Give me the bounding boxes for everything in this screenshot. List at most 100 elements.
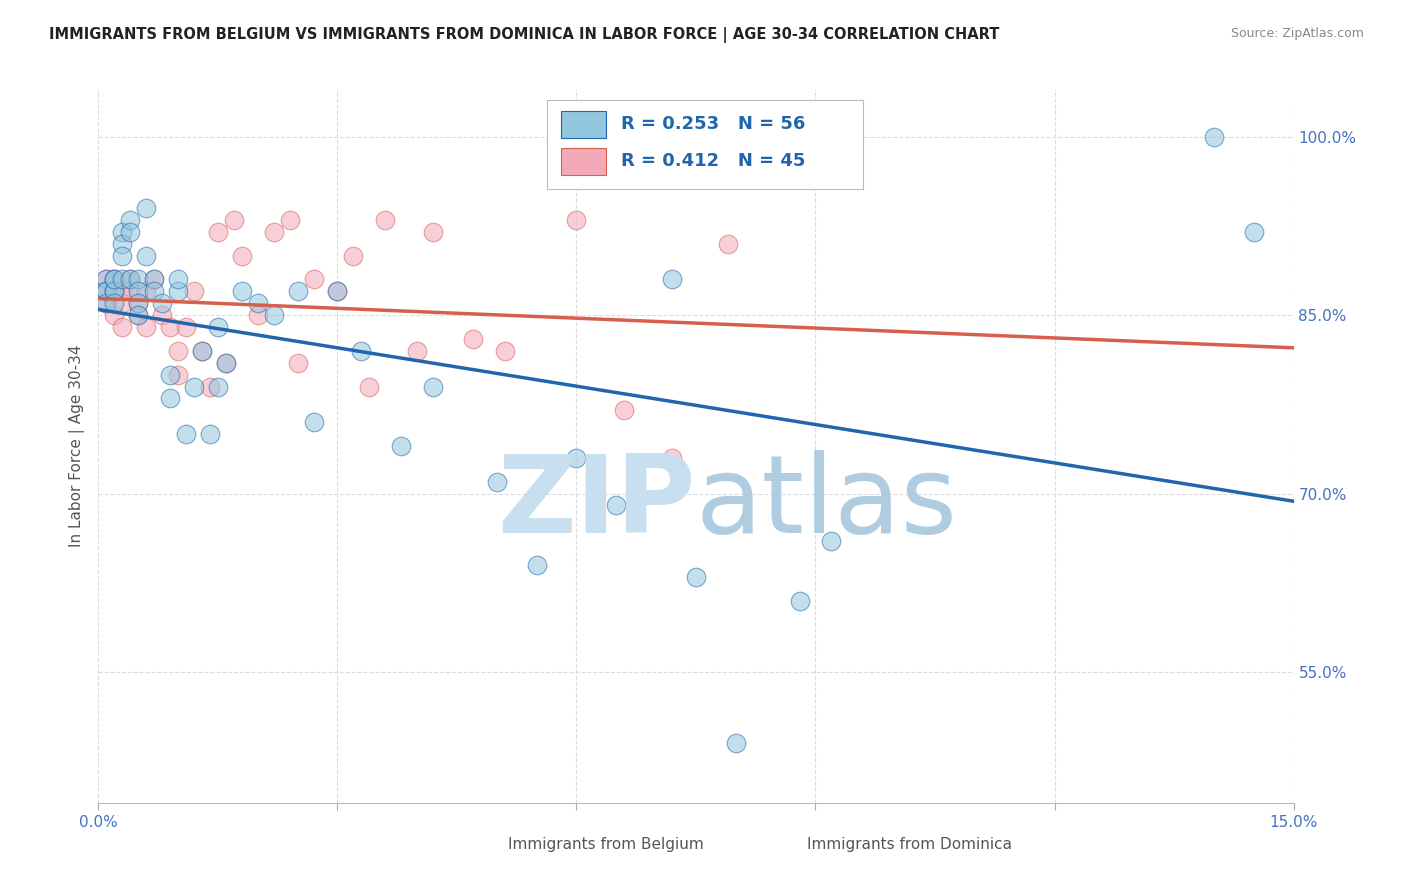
Point: [143, 272, 166, 286]
Point: [96, 296, 118, 310]
Bar: [467, 834, 501, 855]
Point: [326, 285, 349, 299]
Point: [127, 308, 149, 322]
Point: [717, 236, 740, 251]
Point: [120, 272, 142, 286]
Point: [143, 272, 166, 286]
Point: [191, 343, 214, 358]
Bar: [561, 148, 606, 175]
Point: [167, 368, 190, 382]
Point: [127, 285, 149, 299]
Y-axis label: In Labor Force | Age 30-34: In Labor Force | Age 30-34: [69, 344, 84, 548]
Point: [111, 272, 134, 286]
Point: [613, 403, 636, 417]
Point: [135, 285, 157, 299]
Point: [150, 308, 173, 322]
Text: Immigrants from Dominica: Immigrants from Dominica: [807, 837, 1012, 852]
Point: [461, 332, 484, 346]
Point: [246, 308, 269, 322]
Point: [565, 213, 588, 227]
Point: [159, 392, 181, 406]
Point: [191, 343, 214, 358]
Point: [661, 450, 683, 465]
Point: [135, 249, 157, 263]
Point: [111, 236, 134, 251]
Point: [222, 213, 245, 227]
Point: [198, 379, 221, 393]
Point: [231, 249, 253, 263]
Point: [605, 499, 627, 513]
Text: R = 0.412   N = 45: R = 0.412 N = 45: [620, 153, 806, 170]
Point: [159, 320, 181, 334]
Point: [135, 201, 157, 215]
Point: [127, 296, 149, 310]
Point: [174, 320, 197, 334]
Point: [326, 285, 349, 299]
Text: Immigrants from Belgium: Immigrants from Belgium: [509, 837, 704, 852]
Point: [183, 285, 205, 299]
Point: [685, 570, 707, 584]
Point: [120, 272, 142, 286]
Point: [103, 272, 125, 286]
Point: [96, 296, 118, 310]
Point: [789, 593, 811, 607]
Point: [263, 308, 285, 322]
Point: [111, 285, 134, 299]
Point: [150, 296, 173, 310]
Point: [406, 343, 429, 358]
Point: [103, 285, 125, 299]
Point: [103, 296, 125, 310]
Point: [278, 213, 301, 227]
Point: [207, 320, 229, 334]
Point: [103, 272, 125, 286]
Point: [174, 427, 197, 442]
Text: ZIP: ZIP: [498, 450, 696, 556]
Point: [1202, 129, 1225, 144]
Point: [96, 285, 118, 299]
Text: IMMIGRANTS FROM BELGIUM VS IMMIGRANTS FROM DOMINICA IN LABOR FORCE | AGE 30-34 C: IMMIGRANTS FROM BELGIUM VS IMMIGRANTS FR…: [49, 27, 1000, 43]
Point: [96, 272, 118, 286]
Point: [127, 272, 149, 286]
Point: [485, 475, 508, 489]
Point: [246, 296, 269, 310]
Point: [374, 213, 396, 227]
Point: [342, 249, 364, 263]
FancyBboxPatch shape: [547, 100, 863, 189]
Point: [302, 272, 325, 286]
Point: [127, 308, 149, 322]
Point: [215, 356, 238, 370]
Point: [1243, 225, 1265, 239]
Point: [494, 343, 516, 358]
Point: [183, 379, 205, 393]
Point: [111, 249, 134, 263]
Point: [661, 272, 683, 286]
Point: [167, 343, 190, 358]
Point: [287, 285, 309, 299]
Point: [207, 379, 229, 393]
Point: [111, 320, 134, 334]
Text: R = 0.253   N = 56: R = 0.253 N = 56: [620, 115, 806, 133]
Point: [111, 225, 134, 239]
Point: [526, 558, 548, 572]
Point: [167, 272, 190, 286]
Point: [207, 225, 229, 239]
Point: [422, 379, 444, 393]
Point: [120, 213, 142, 227]
Bar: [561, 111, 606, 137]
Point: [422, 225, 444, 239]
Point: [198, 427, 221, 442]
Point: [96, 285, 118, 299]
Text: atlas: atlas: [696, 450, 957, 556]
Point: [103, 285, 125, 299]
Point: [135, 320, 157, 334]
Point: [389, 439, 412, 453]
Text: Source: ZipAtlas.com: Source: ZipAtlas.com: [1230, 27, 1364, 40]
Point: [287, 356, 309, 370]
Bar: [765, 834, 799, 855]
Point: [120, 285, 142, 299]
Point: [111, 296, 134, 310]
Point: [820, 534, 842, 549]
Point: [350, 343, 373, 358]
Point: [127, 296, 149, 310]
Point: [302, 415, 325, 429]
